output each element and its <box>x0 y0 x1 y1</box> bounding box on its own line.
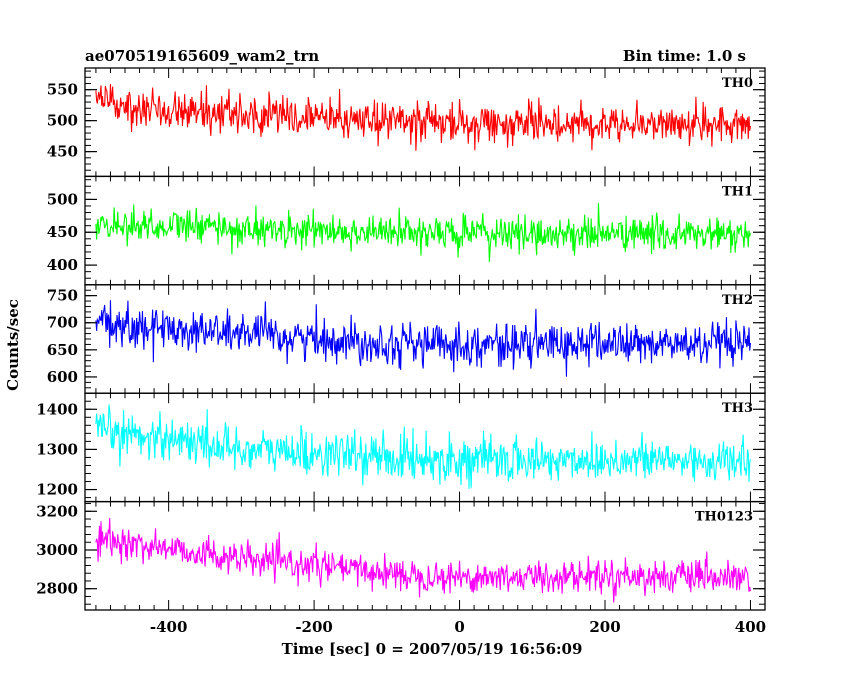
panel-label-th1: TH1 <box>722 184 753 199</box>
y-axis-title: Counts/sec <box>4 299 22 391</box>
chart-title: ae070519165609_wam2_trn <box>85 47 319 65</box>
y-tick-label: 450 <box>47 143 78 161</box>
y-tick-label: 500 <box>47 190 78 208</box>
x-axis-title: Time [sec] 0 = 2007/05/19 16:56:09 <box>282 640 583 658</box>
y-tick-label: 650 <box>47 341 78 359</box>
panel-label-th2: TH2 <box>722 293 753 308</box>
series-line-th3 <box>95 404 751 489</box>
y-tick-label: 1200 <box>36 481 78 499</box>
y-tick-label: 700 <box>47 314 78 332</box>
y-tick-label: 1300 <box>36 440 78 458</box>
y-tick-label: 3000 <box>36 541 78 559</box>
x-tick-label: 0 <box>454 618 464 636</box>
x-tick-label: 400 <box>735 618 766 636</box>
series-line-th0123 <box>95 518 751 603</box>
x-tick-label: 200 <box>589 618 620 636</box>
x-tick-label: -400 <box>150 618 188 636</box>
panel-frame <box>84 500 766 611</box>
series-line-th2 <box>95 300 751 377</box>
panels-group: 450 500 550 TH0 400 450 500 TH1 600 650 700 750 TH2 1… <box>36 67 766 636</box>
series-line-th0 <box>95 83 751 151</box>
panel-label-th0: TH0 <box>722 76 753 91</box>
panel-label-th3: TH3 <box>722 401 753 416</box>
y-tick-label: 3200 <box>36 502 78 520</box>
y-tick-label: 600 <box>47 368 78 386</box>
y-tick-label: 500 <box>47 112 78 130</box>
y-tick-label: 450 <box>47 223 78 241</box>
series-line-th1 <box>95 203 751 262</box>
bin-time-label: Bin time: 1.0 s <box>623 47 746 65</box>
x-tick-label: -200 <box>295 618 333 636</box>
y-tick-label: 550 <box>47 81 78 99</box>
y-tick-label: 750 <box>47 287 78 305</box>
y-tick-label: 400 <box>47 256 78 274</box>
y-tick-label: 1400 <box>36 400 78 418</box>
y-tick-label: 2800 <box>36 580 78 598</box>
panel-label-th0123: TH0123 <box>695 510 753 525</box>
